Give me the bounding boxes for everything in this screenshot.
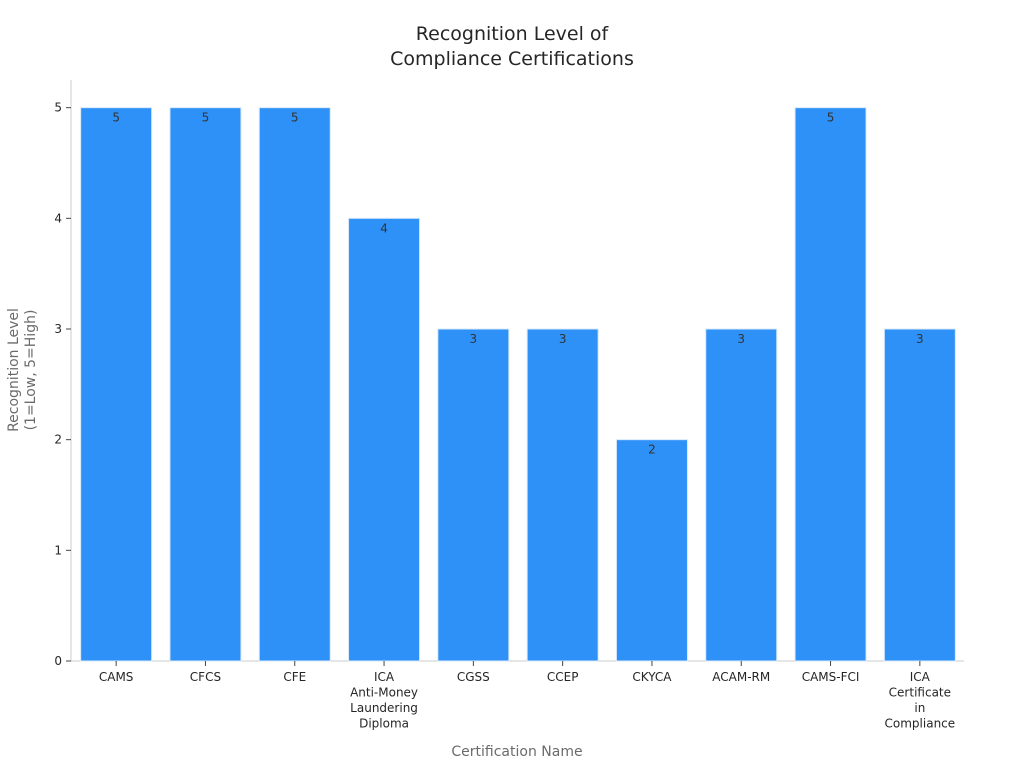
x-tick-label-line: Certificate [889, 686, 951, 700]
y-tick-label: 5 [54, 101, 62, 115]
x-tick-label-line: Compliance [885, 717, 956, 731]
x-axis-label-text: Certification Name [451, 744, 582, 760]
x-tick-label-line: Anti-Money [350, 686, 418, 700]
x-tick-label-line: CFE [283, 670, 306, 684]
y-tick-label: 0 [54, 654, 62, 668]
x-tick-label-line: Laundering [350, 701, 418, 715]
x-tick-label: ICA Anti-Money Laundering Diploma [350, 670, 418, 731]
bar-value-label: 5 [202, 111, 210, 125]
x-tick-label: CAMS-FCI [802, 670, 860, 684]
x-tick-label: ACAM-RM [712, 670, 770, 684]
bar [883, 328, 956, 662]
x-tick-label-line: CCEP [547, 670, 579, 684]
bar-value-label: 3 [470, 332, 478, 346]
x-tick-label: CKYCA [632, 670, 672, 684]
x-tick-label: CCEP [547, 670, 579, 684]
y-axis-label-line: (1=Low, 5=High) [23, 310, 39, 431]
bar-value-label: 2 [648, 443, 656, 457]
x-tick-label: CGSS [457, 670, 490, 684]
y-ticks: 0 1 2 3 4 5 [54, 101, 71, 668]
bar [615, 439, 688, 662]
y-tick-label: 1 [54, 543, 62, 557]
bar [705, 328, 778, 662]
bar [258, 107, 331, 662]
bar [348, 217, 421, 662]
x-tick-label: CFCS [190, 670, 221, 684]
bar [794, 107, 867, 662]
chart-title-text: Recognition Level of Compliance Certifica… [390, 23, 634, 70]
x-tick-label: ICA Certificate in Compliance [885, 670, 956, 731]
data-labels: 5 5 5 4 3 3 2 3 5 3 [112, 111, 923, 457]
x-tick-label-line: CFCS [190, 670, 221, 684]
x-tick-label-line: in [914, 701, 925, 715]
x-tick-label: CFE [283, 670, 306, 684]
bar [169, 107, 242, 662]
x-tick-label: CAMS [99, 670, 134, 684]
bar-value-label: 5 [827, 111, 835, 125]
x-axis-label: Certification Name [451, 744, 582, 760]
x-tick-label-line: CAMS [99, 670, 134, 684]
y-tick-label: 3 [54, 322, 62, 336]
bars [80, 107, 956, 662]
bar-value-label: 3 [916, 332, 924, 346]
x-tick-label-line: Diploma [359, 717, 409, 731]
x-tick-label-line: ICA [374, 670, 395, 684]
bar-value-label: 5 [291, 111, 299, 125]
y-tick-label: 2 [54, 433, 62, 447]
bar-value-label: 3 [559, 332, 567, 346]
bar-value-label: 3 [737, 332, 745, 346]
chart-title-text-line: Recognition Level of [416, 23, 610, 45]
y-axis-label-line: Recognition Level [6, 308, 22, 432]
bar [526, 328, 599, 662]
chart-title: Recognition Level of Compliance Certifica… [390, 23, 634, 70]
x-tick-labels: CAMS CFCS CFE ICA Anti-Money Laundering Diplom… [99, 661, 955, 731]
y-axis-label: Recognition Level(1=Low, 5=High) [6, 308, 39, 432]
x-tick-label-line: CAMS-FCI [802, 670, 860, 684]
y-axis-label-text: Recognition Level(1=Low, 5=High) [6, 308, 39, 432]
chart-title-text-line: Compliance Certifications [390, 48, 634, 70]
bar-value-label: 4 [380, 221, 388, 235]
x-tick-label-line: ICA [910, 670, 931, 684]
x-tick-label-line: ACAM-RM [712, 670, 770, 684]
y-tick-label: 4 [54, 211, 62, 225]
bar [437, 328, 510, 662]
bar-value-label: 5 [112, 111, 120, 125]
x-tick-label-line: CKYCA [632, 670, 672, 684]
x-tick-label-line: CGSS [457, 670, 490, 684]
bar [80, 107, 153, 662]
